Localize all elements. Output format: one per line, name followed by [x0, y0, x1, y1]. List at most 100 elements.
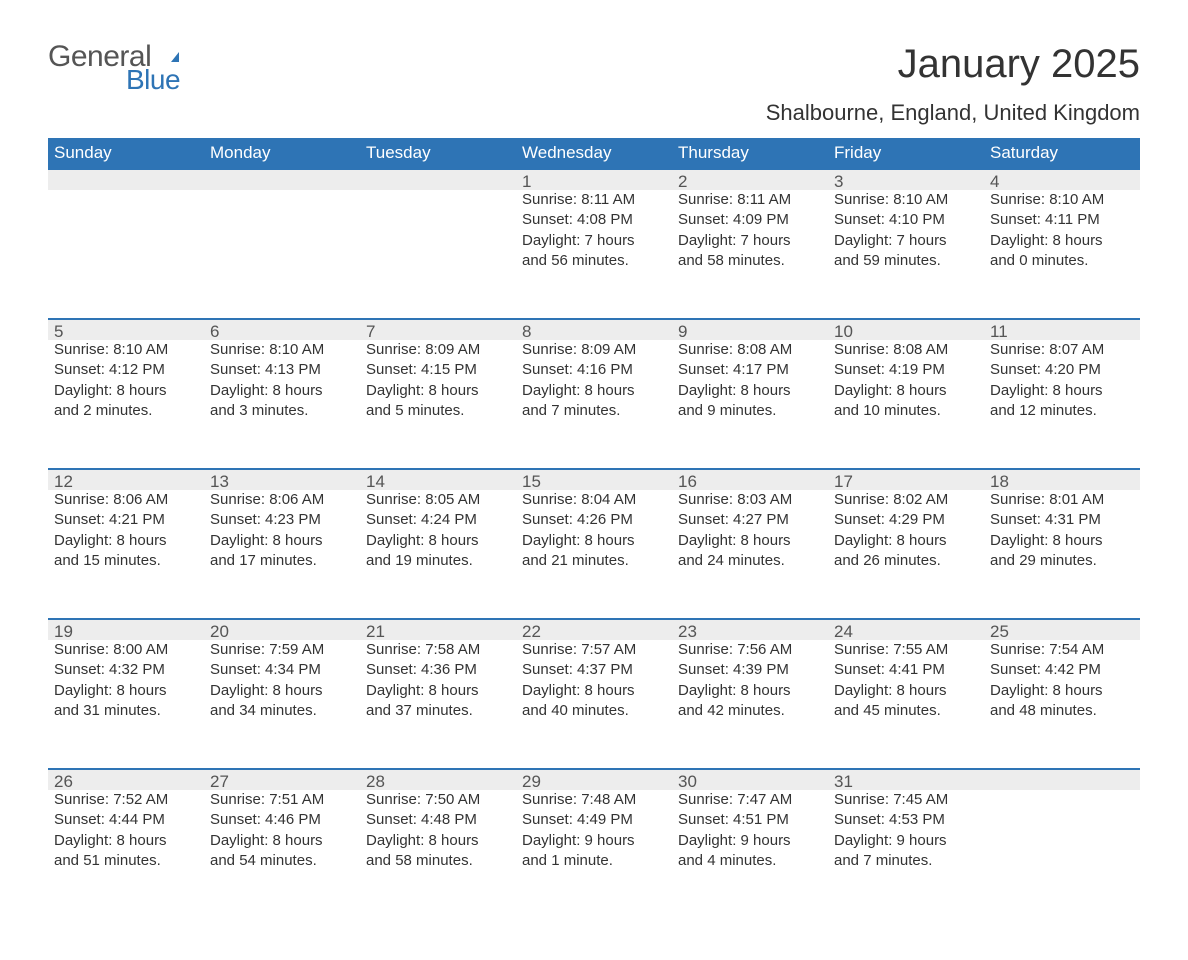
day-info: Sunrise: 7:59 AMSunset: 4:34 PMDaylight:… [208, 640, 356, 721]
calendar: SundayMondayTuesdayWednesdayThursdayFrid… [48, 138, 1140, 918]
sunset-text: Sunset: 4:13 PM [210, 360, 356, 380]
sunrise-text: Sunrise: 7:54 AM [990, 640, 1136, 660]
day-info: Sunrise: 8:04 AMSunset: 4:26 PMDaylight:… [520, 490, 668, 571]
daylight-text: and 9 minutes. [678, 401, 824, 421]
daylight-text: Daylight: 8 hours [834, 531, 980, 551]
week-row: Sunrise: 8:11 AMSunset: 4:08 PMDaylight:… [48, 190, 1140, 318]
daylight-text: Daylight: 9 hours [522, 831, 668, 851]
daylight-text: and 0 minutes. [990, 251, 1136, 271]
daylight-text: Daylight: 9 hours [678, 831, 824, 851]
sunrise-text: Sunrise: 8:08 AM [834, 340, 980, 360]
day-number: 31 [834, 772, 853, 791]
sunset-text: Sunset: 4:29 PM [834, 510, 980, 530]
day-cell: Sunrise: 8:10 AMSunset: 4:10 PMDaylight:… [828, 190, 984, 318]
sunset-text: Sunset: 4:17 PM [678, 360, 824, 380]
sunrise-text: Sunrise: 7:56 AM [678, 640, 824, 660]
daylight-text: and 19 minutes. [366, 551, 512, 571]
daylight-text: and 24 minutes. [678, 551, 824, 571]
sunrise-text: Sunrise: 8:06 AM [210, 490, 356, 510]
daynum-cell: 14 [360, 468, 516, 490]
daynum-cell: 31 [828, 768, 984, 790]
weekday-header-row: SundayMondayTuesdayWednesdayThursdayFrid… [48, 138, 1140, 168]
daynum-cell: 27 [204, 768, 360, 790]
daylight-text: Daylight: 8 hours [990, 681, 1136, 701]
daynum-cell: 21 [360, 618, 516, 640]
weekday-header: Monday [204, 138, 360, 168]
day-cell: Sunrise: 7:57 AMSunset: 4:37 PMDaylight:… [516, 640, 672, 768]
day-info: Sunrise: 8:01 AMSunset: 4:31 PMDaylight:… [988, 490, 1136, 571]
day-cell: Sunrise: 7:45 AMSunset: 4:53 PMDaylight:… [828, 790, 984, 918]
day-info: Sunrise: 8:08 AMSunset: 4:17 PMDaylight:… [676, 340, 824, 421]
sunset-text: Sunset: 4:27 PM [678, 510, 824, 530]
daynum-cell: 5 [48, 318, 204, 340]
day-number: 17 [834, 472, 853, 491]
sunrise-text: Sunrise: 8:01 AM [990, 490, 1136, 510]
weekday-header: Friday [828, 138, 984, 168]
daylight-text: Daylight: 8 hours [834, 381, 980, 401]
sunrise-text: Sunrise: 8:07 AM [990, 340, 1136, 360]
sunset-text: Sunset: 4:11 PM [990, 210, 1136, 230]
day-cell: Sunrise: 7:48 AMSunset: 4:49 PMDaylight:… [516, 790, 672, 918]
daylight-text: Daylight: 8 hours [210, 831, 356, 851]
day-cell [984, 790, 1140, 918]
sunset-text: Sunset: 4:19 PM [834, 360, 980, 380]
daynum-cell: 15 [516, 468, 672, 490]
weekday-header: Tuesday [360, 138, 516, 168]
daylight-text: and 45 minutes. [834, 701, 980, 721]
page-title: January 2025 [898, 42, 1140, 87]
daylight-text: Daylight: 7 hours [834, 231, 980, 251]
daylight-text: and 4 minutes. [678, 851, 824, 871]
day-cell: Sunrise: 8:06 AMSunset: 4:23 PMDaylight:… [204, 490, 360, 618]
day-info: Sunrise: 8:10 AMSunset: 4:10 PMDaylight:… [832, 190, 980, 271]
day-cell: Sunrise: 8:01 AMSunset: 4:31 PMDaylight:… [984, 490, 1140, 618]
week-row: Sunrise: 8:10 AMSunset: 4:12 PMDaylight:… [48, 340, 1140, 468]
sunrise-text: Sunrise: 7:57 AM [522, 640, 668, 660]
sunset-text: Sunset: 4:42 PM [990, 660, 1136, 680]
week-row: Sunrise: 8:00 AMSunset: 4:32 PMDaylight:… [48, 640, 1140, 768]
daylight-text: Daylight: 8 hours [210, 531, 356, 551]
day-number: 21 [366, 622, 385, 641]
sunset-text: Sunset: 4:34 PM [210, 660, 356, 680]
day-number: 8 [522, 322, 531, 341]
daynum-cell: 13 [204, 468, 360, 490]
sunrise-text: Sunrise: 8:10 AM [990, 190, 1136, 210]
daynum-cell [204, 168, 360, 190]
sunset-text: Sunset: 4:24 PM [366, 510, 512, 530]
day-cell: Sunrise: 7:56 AMSunset: 4:39 PMDaylight:… [672, 640, 828, 768]
day-number: 10 [834, 322, 853, 341]
day-number: 11 [990, 322, 1008, 341]
day-number: 15 [522, 472, 541, 491]
day-info: Sunrise: 8:09 AMSunset: 4:16 PMDaylight:… [520, 340, 668, 421]
day-info: Sunrise: 7:58 AMSunset: 4:36 PMDaylight:… [364, 640, 512, 721]
sunset-text: Sunset: 4:41 PM [834, 660, 980, 680]
daylight-text: Daylight: 8 hours [990, 381, 1136, 401]
day-number: 13 [210, 472, 229, 491]
day-cell: Sunrise: 8:04 AMSunset: 4:26 PMDaylight:… [516, 490, 672, 618]
sunrise-text: Sunrise: 8:09 AM [522, 340, 668, 360]
sunrise-text: Sunrise: 7:48 AM [522, 790, 668, 810]
week-daynum-strip: 1234 [48, 168, 1140, 190]
daylight-text: Daylight: 7 hours [522, 231, 668, 251]
day-number: 3 [834, 172, 843, 191]
daylight-text: and 7 minutes. [522, 401, 668, 421]
sunrise-text: Sunrise: 8:05 AM [366, 490, 512, 510]
daynum-cell: 22 [516, 618, 672, 640]
daynum-cell: 26 [48, 768, 204, 790]
sunset-text: Sunset: 4:15 PM [366, 360, 512, 380]
sunrise-text: Sunrise: 8:03 AM [678, 490, 824, 510]
weekday-header: Thursday [672, 138, 828, 168]
sunrise-text: Sunrise: 8:08 AM [678, 340, 824, 360]
day-cell: Sunrise: 7:50 AMSunset: 4:48 PMDaylight:… [360, 790, 516, 918]
sunset-text: Sunset: 4:44 PM [54, 810, 200, 830]
header: General Blue January 2025 [48, 42, 1140, 94]
day-info: Sunrise: 8:02 AMSunset: 4:29 PMDaylight:… [832, 490, 980, 571]
day-info: Sunrise: 8:08 AMSunset: 4:19 PMDaylight:… [832, 340, 980, 421]
daynum-cell: 9 [672, 318, 828, 340]
daylight-text: Daylight: 8 hours [210, 381, 356, 401]
daylight-text: and 37 minutes. [366, 701, 512, 721]
daynum-cell: 25 [984, 618, 1140, 640]
weekday-header: Wednesday [516, 138, 672, 168]
day-number: 28 [366, 772, 385, 791]
day-cell: Sunrise: 7:59 AMSunset: 4:34 PMDaylight:… [204, 640, 360, 768]
day-cell: Sunrise: 7:51 AMSunset: 4:46 PMDaylight:… [204, 790, 360, 918]
